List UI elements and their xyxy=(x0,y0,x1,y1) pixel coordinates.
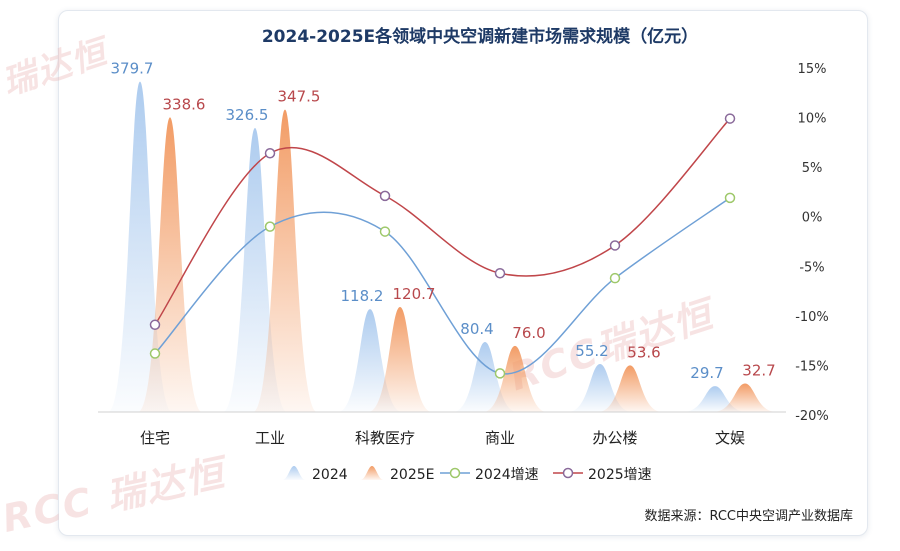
growth-2025-point-3 xyxy=(494,267,506,279)
x-tick-label-4: 办公楼 xyxy=(592,429,637,447)
data-label-2025E-3: 76.0 xyxy=(512,324,545,342)
chart-title: 2024-2025E各领域中央空调新建市场需求规模（亿元） xyxy=(262,26,698,47)
growth-2025-line xyxy=(154,118,731,326)
data-label-2025E-2: 120.7 xyxy=(393,285,436,303)
bar-2025E-2 xyxy=(368,306,432,412)
growth-2025-point-2 xyxy=(379,190,391,202)
bar-2025E-4 xyxy=(598,365,662,412)
growth-2024-point-4 xyxy=(609,272,621,284)
legend-2024-growth-label: 2024增速 xyxy=(475,467,539,483)
source-note: 数据来源：RCC中央空调产业数据库 xyxy=(644,508,853,524)
growth-2024-point-2 xyxy=(379,226,391,237)
bar-2025E-3 xyxy=(483,345,547,412)
bar-2025E-0 xyxy=(138,117,202,412)
growth-2025-point-4 xyxy=(609,240,621,251)
data-label-2025E-1: 347.5 xyxy=(278,88,321,106)
x-tick-label-3: 商业 xyxy=(485,429,515,447)
bar-2025E-5 xyxy=(713,383,777,412)
x-tick-label-1: 工业 xyxy=(255,429,285,447)
growth-2025-point-5 xyxy=(724,113,736,124)
chart-card xyxy=(58,10,868,536)
legend-2025-growth-marker xyxy=(562,467,574,479)
x-tick-label-0: 住宅 xyxy=(140,429,170,447)
y-tick-label-6: -15% xyxy=(795,359,829,374)
y-tick-label-1: 10% xyxy=(798,112,827,127)
x-tick-label-2: 科教医疗 xyxy=(355,429,415,447)
growth-2024-point-5 xyxy=(724,192,736,204)
data-label-2025E-4: 53.6 xyxy=(627,343,660,361)
legend-2025-growth-label: 2025增速 xyxy=(588,467,652,483)
growth-2024-point-0 xyxy=(149,348,161,359)
bar-2025E-1 xyxy=(253,109,317,413)
growth-2025-point-0 xyxy=(149,319,161,331)
y-tick-label-5: -10% xyxy=(795,310,829,325)
legend-2024-label: 2024 xyxy=(312,467,348,483)
growth-2025-point-1 xyxy=(264,148,276,159)
y-tick-label-7: -20% xyxy=(795,409,829,424)
legend-2025E-label: 2025E xyxy=(390,467,434,483)
data-label-2024-1: 326.5 xyxy=(226,106,269,124)
growth-2024-point-3 xyxy=(494,368,506,379)
y-tick-label-2: 5% xyxy=(802,161,823,176)
legend-2024-swatch xyxy=(282,466,306,480)
y-tick-label-3: 0% xyxy=(802,211,823,226)
y-tick-label-4: -5% xyxy=(799,260,824,275)
data-label-2024-2: 118.2 xyxy=(341,287,384,305)
data-label-2024-4: 55.2 xyxy=(575,342,608,360)
data-label-2025E-0: 338.6 xyxy=(163,95,206,113)
legend-2024-growth-marker xyxy=(449,467,461,479)
data-label-2024-5: 29.7 xyxy=(690,364,723,382)
legend-2025E-swatch xyxy=(360,466,384,480)
data-label-2024-3: 80.4 xyxy=(460,320,493,338)
data-label-2025E-5: 32.7 xyxy=(742,362,775,380)
x-tick-label-5: 文娱 xyxy=(715,429,745,447)
data-label-2024-0: 379.7 xyxy=(111,60,154,78)
y-tick-label-0: 15% xyxy=(798,62,827,77)
growth-2024-point-1 xyxy=(264,221,276,232)
